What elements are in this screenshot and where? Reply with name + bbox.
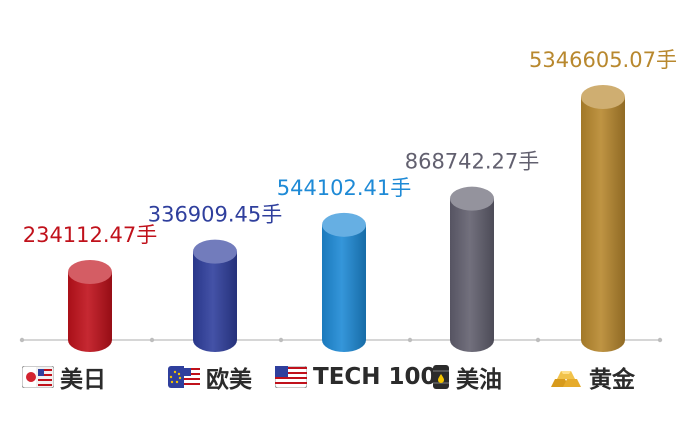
bar-top-cap xyxy=(581,85,625,109)
category-label-3: TECH 100 xyxy=(275,360,437,394)
category-text: TECH 100 xyxy=(313,364,437,390)
category-text: 欧美 xyxy=(206,367,252,393)
category-text: 美日 xyxy=(60,367,106,393)
bar-top-cap xyxy=(193,239,237,264)
oil-barrel-icon xyxy=(432,364,450,390)
flag-us-icon xyxy=(275,366,307,388)
bar-2 xyxy=(193,239,237,352)
axis-tick xyxy=(407,337,413,343)
bar-4 xyxy=(450,186,494,352)
axis-tick xyxy=(535,337,541,343)
bar-5 xyxy=(581,85,625,352)
axis-tick xyxy=(19,337,25,343)
bar-top-cap xyxy=(450,186,494,211)
axis-tick xyxy=(149,337,155,343)
flag-jp-us-icon xyxy=(22,366,54,388)
bar-1 xyxy=(68,260,112,352)
category-label-4: 美油 xyxy=(432,360,502,394)
category-text: 黄金 xyxy=(589,367,635,393)
value-label: 544102.41手 xyxy=(277,176,412,200)
value-label: 5346605.07手 xyxy=(529,48,677,72)
value-label: 234112.47手 xyxy=(23,223,158,247)
gold-bars-icon xyxy=(549,365,583,389)
axis-tick xyxy=(657,337,663,343)
flag-eu-us-icon xyxy=(168,366,200,388)
category-text: 美油 xyxy=(456,367,502,393)
category-label-1: 美日 xyxy=(22,360,106,394)
bar-3 xyxy=(322,212,366,352)
value-label: 868742.27手 xyxy=(405,150,540,174)
category-label-5: 黄金 xyxy=(549,360,635,394)
bar-top-cap xyxy=(322,212,366,237)
axis-tick xyxy=(278,337,284,343)
bar-top-cap xyxy=(68,260,112,284)
value-label: 336909.45手 xyxy=(148,203,283,227)
category-label-2: 欧美 xyxy=(168,360,252,394)
